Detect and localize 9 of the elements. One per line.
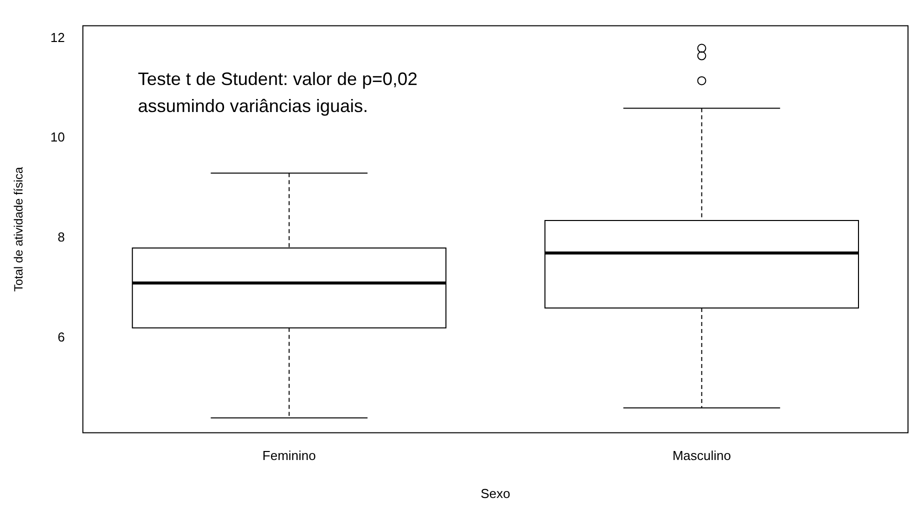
x-tick-label: Masculino [672, 448, 731, 464]
y-tick-label: 8 [58, 230, 65, 245]
y-tick-label: 10 [50, 130, 65, 145]
y-tick-label: 6 [58, 329, 65, 344]
x-axis-title: Sexo [480, 486, 510, 501]
y-tick-label: 12 [50, 30, 65, 45]
annotation: Teste t de Student: valor de p=0,02 assumindo variâncias iguais. [138, 68, 418, 116]
y-axis-title: Total de atividade física [12, 166, 26, 292]
x-tick-label: Feminino [262, 448, 316, 464]
